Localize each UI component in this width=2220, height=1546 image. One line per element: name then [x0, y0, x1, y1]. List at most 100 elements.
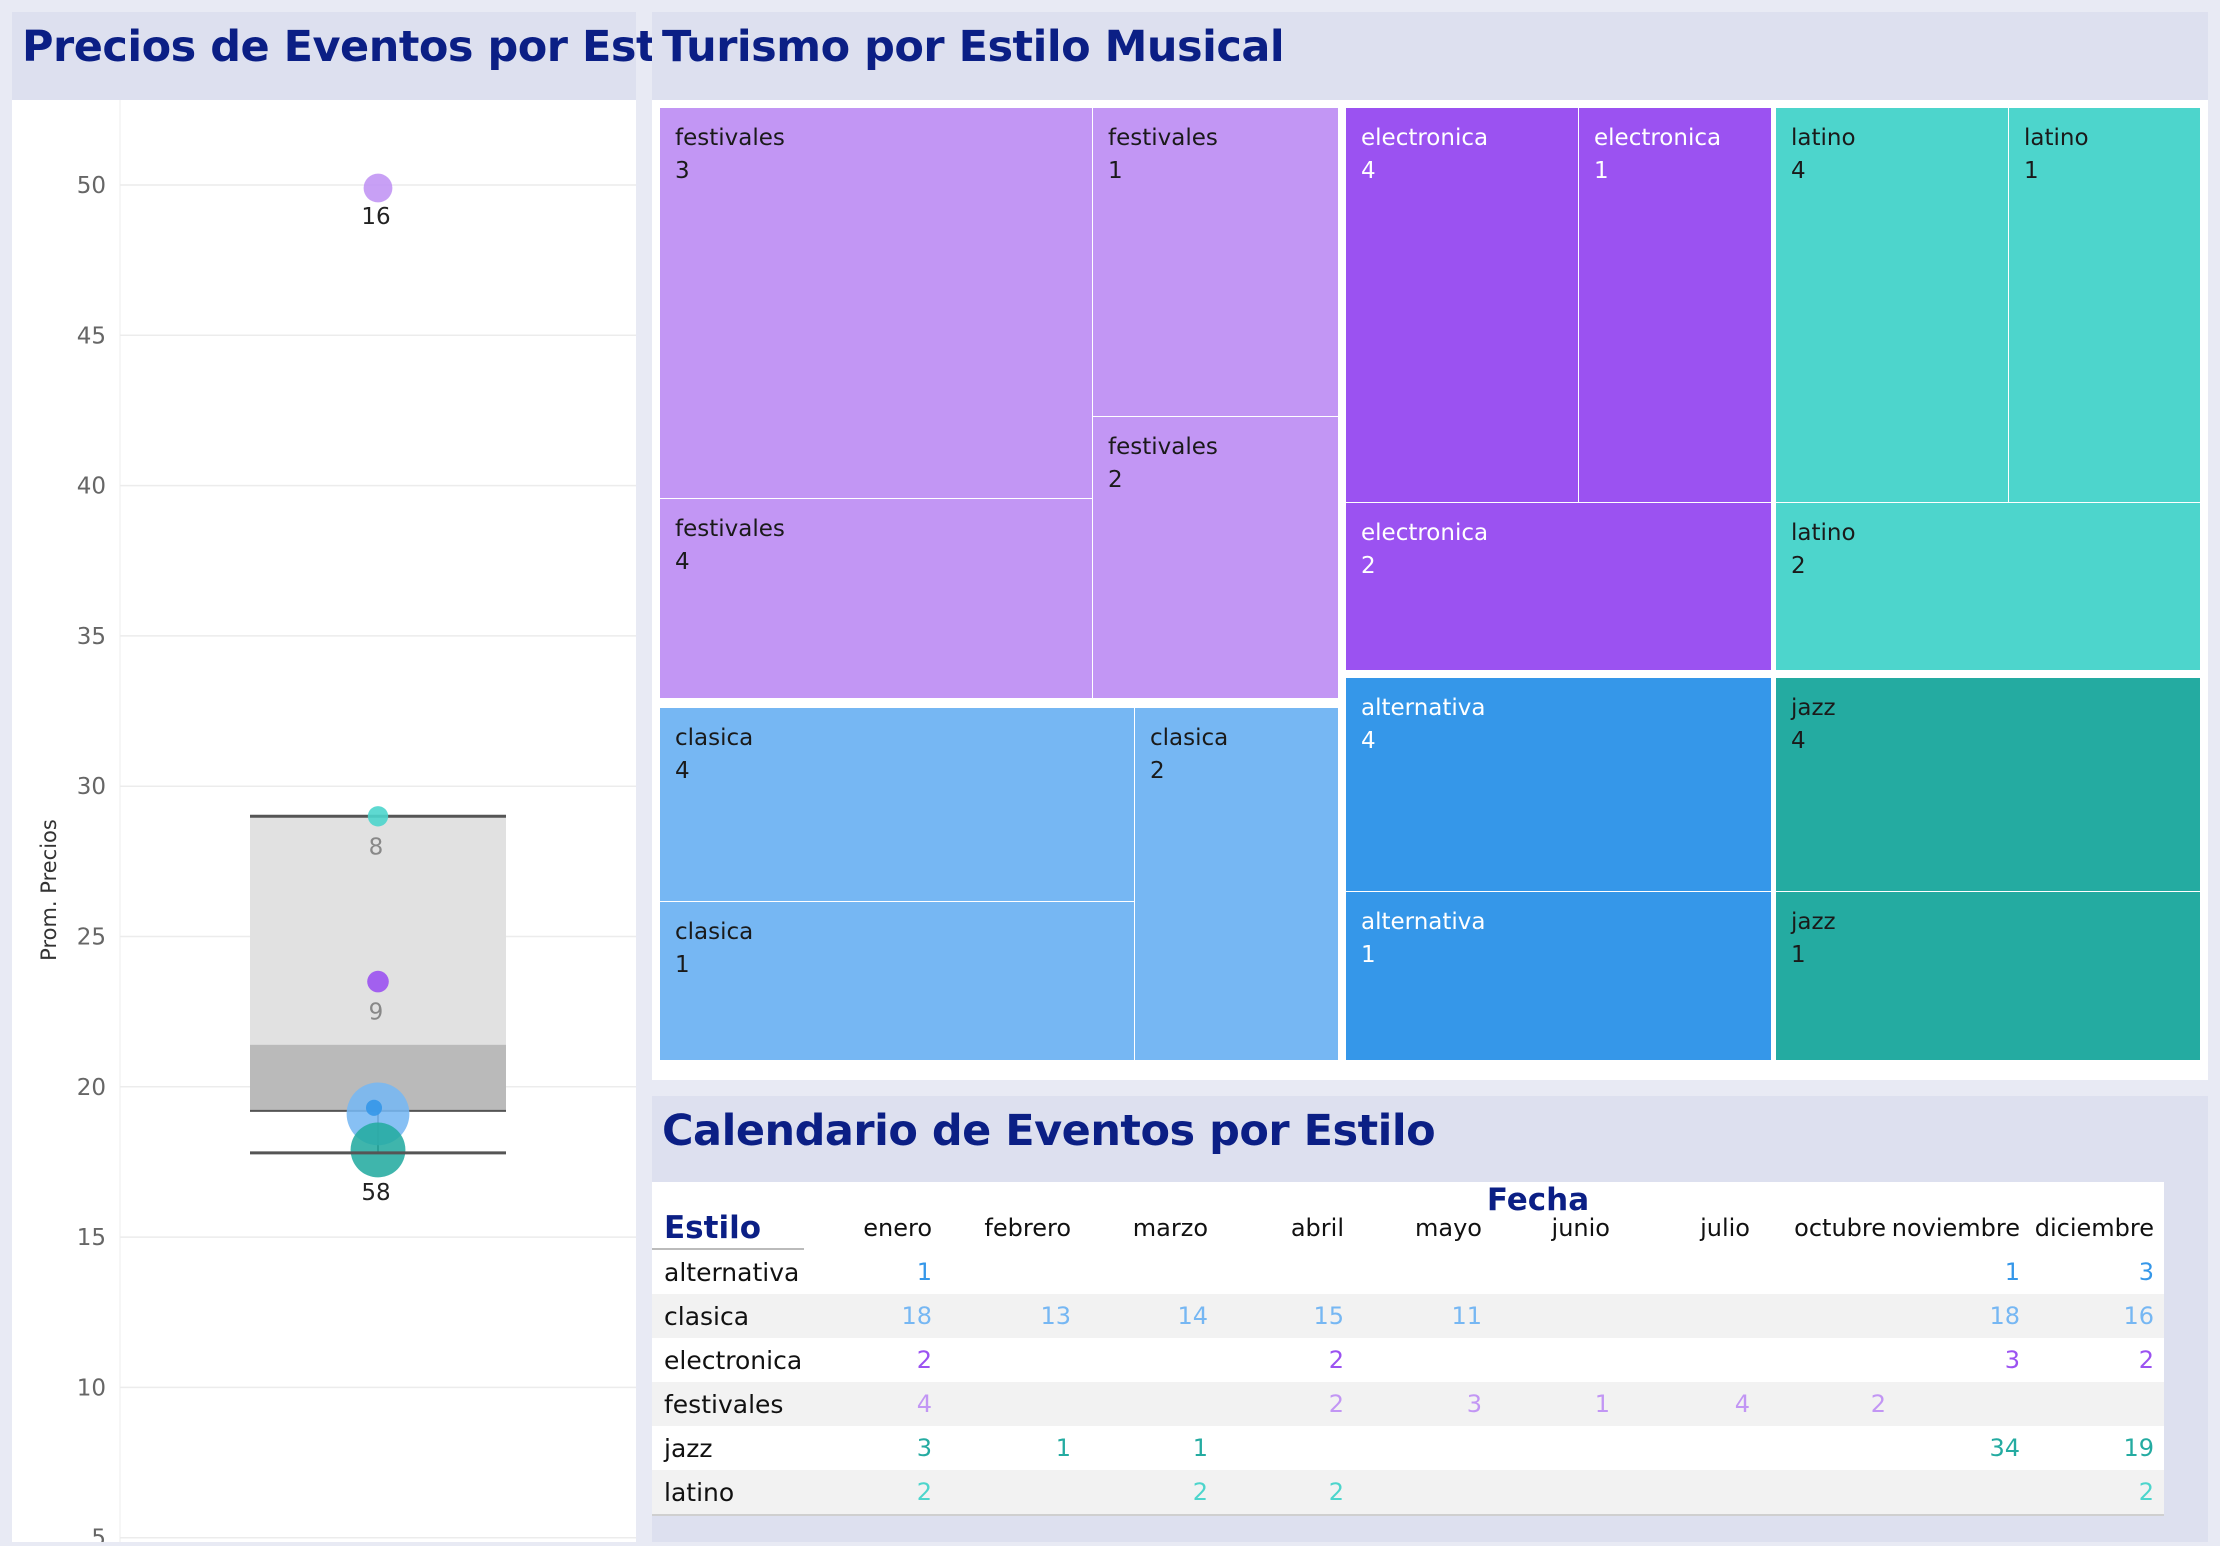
point-label-jazz: 58	[361, 1180, 390, 1206]
y-tick-label: 50	[77, 173, 106, 199]
y-tick-label: 35	[77, 624, 106, 650]
calendar-cell: 2	[1328, 1346, 1344, 1374]
calendar-cell: 2	[1328, 1390, 1344, 1418]
treemap-cell-value: 4	[1791, 158, 1806, 184]
treemap-cell-festivales: festivales 2	[1093, 417, 1338, 698]
calendar-row-latino: latino 2 2 2 2	[652, 1470, 2164, 1514]
treemap-cell-jazz: jazz 4	[1776, 678, 2200, 891]
box-upper	[250, 816, 506, 1045]
calendar-cell: 3	[2004, 1346, 2020, 1374]
y-tick-label: 15	[77, 1225, 106, 1251]
calendar-cell: 14	[1177, 1302, 1208, 1330]
calendar-column-group-label: Fecha	[1486, 1182, 1590, 1218]
treemap-cell-latino: latino 4	[1776, 108, 2008, 502]
month-header-abril: abril	[1290, 1214, 1344, 1242]
point-label-festivales: 16	[361, 204, 390, 230]
calendar-row-alternativa: alternativa 1 1 3	[652, 1250, 2164, 1294]
treemap-cell-name: clasica	[675, 919, 753, 945]
treemap-cell-name: festivales	[675, 516, 785, 542]
treemap-cell-name: clasica	[675, 725, 753, 751]
treemap-cell-festivales: festivales 1	[1093, 108, 1338, 416]
tourism-panel-title: Turismo por Estilo Musical	[662, 22, 1285, 72]
calendar-header-underline	[652, 1248, 804, 1250]
y-tick-label: 40	[77, 474, 106, 500]
treemap-cell-electronica: electronica 2	[1346, 503, 1771, 670]
treemap-cell-value: 2	[1361, 553, 1376, 579]
treemap-cell-jazz: jazz 1	[1776, 892, 2200, 1060]
treemap-cell-name: jazz	[1790, 909, 1836, 935]
calendar-cell: 2	[916, 1346, 932, 1374]
y-tick-label: 10	[77, 1375, 106, 1401]
point-festivales	[363, 173, 393, 203]
treemap-cell-value: 1	[675, 952, 690, 978]
calendar-row-electronica: electronica 2 2 3 2	[652, 1338, 2164, 1382]
treemap-cell-value: 1	[2024, 158, 2039, 184]
treemap-cell-festivales: festivales 4	[660, 499, 1092, 698]
treemap-cell-value: 1	[1108, 158, 1123, 184]
treemap-cell-name: electronica	[1594, 125, 1721, 151]
calendar-cell: 19	[2123, 1434, 2154, 1462]
point-alternativa	[365, 1099, 383, 1116]
point-latino	[367, 806, 389, 827]
treemap-cell-clasica: clasica 1	[660, 902, 1134, 1060]
month-header-octubre: octubre	[1794, 1214, 1886, 1242]
calendar-cell: 2	[2138, 1478, 2154, 1506]
calendar-row-label: festivales	[664, 1390, 784, 1419]
month-header-noviembre: noviembre	[1891, 1214, 2020, 1242]
calendar-cell: 1	[1055, 1434, 1071, 1462]
calendar-row-jazz: jazz 3 1 1 34 19	[652, 1426, 2164, 1470]
month-header-enero: enero	[863, 1214, 932, 1242]
calendar-row-label: clasica	[664, 1302, 750, 1331]
calendar-cell: 1	[916, 1258, 932, 1286]
y-tick-label: 5	[91, 1526, 106, 1542]
treemap-cell-value: 2	[1108, 467, 1123, 493]
calendar-cell: 11	[1451, 1302, 1482, 1330]
treemap-cell-value: 1	[1594, 158, 1609, 184]
tourism-panel: Turismo por Estilo Musical festivales 3 fe…	[652, 12, 2208, 1080]
treemap-cell-value: 4	[1361, 728, 1376, 754]
treemap-cell-alternativa: alternativa 4	[1346, 678, 1771, 891]
treemap-cell-value: 4	[675, 549, 690, 575]
treemap-cell-name: festivales	[1108, 434, 1218, 460]
point-label-electronica: 9	[369, 1000, 384, 1026]
calendar-table: Fecha Estilo enero febrero marzo abril mayo j…	[652, 1182, 2164, 1516]
treemap-cell-name: jazz	[1790, 695, 1836, 721]
calendar-cell: 3	[916, 1434, 932, 1462]
treemap-cell-clasica: clasica 4	[660, 708, 1134, 901]
treemap-cell-name: clasica	[1150, 725, 1228, 751]
month-header-diciembre: diciembre	[2034, 1214, 2154, 1242]
calendar-cell: 16	[2123, 1302, 2154, 1330]
treemap-cell-name: alternativa	[1361, 909, 1486, 935]
treemap-cell-clasica: clasica 2	[1135, 708, 1338, 1060]
calendar-cell: 2	[2138, 1346, 2154, 1374]
treemap-cell-name: festivales	[675, 125, 785, 151]
month-header-marzo: marzo	[1132, 1214, 1208, 1242]
calendar-cell: 1	[2004, 1258, 2020, 1286]
price-chart-area: 5 10 15 20 25 30 35 40 45 50 Prom. Precios 16 8 9 58	[12, 100, 636, 1546]
y-tick-label: 30	[77, 774, 106, 800]
calendar-bottom-line	[652, 1514, 2164, 1516]
calendar-cell: 2	[916, 1478, 932, 1506]
treemap-cell-value: 2	[1791, 553, 1806, 579]
calendar-cell: 15	[1313, 1302, 1344, 1330]
treemap-cell-value: 3	[675, 158, 690, 184]
calendar-row-label: jazz	[664, 1434, 713, 1463]
treemap-cell-name: festivales	[1108, 125, 1218, 151]
treemap-cell-alternativa: alternativa 1	[1346, 892, 1771, 1060]
calendar-cell: 2	[1870, 1390, 1886, 1418]
y-tick-label: 25	[77, 925, 106, 951]
month-header-junio: junio	[1551, 1214, 1610, 1242]
treemap-cell-latino: latino 2	[1776, 503, 2200, 670]
point-jazz	[350, 1122, 406, 1178]
price-panel-title: Precios de Eventos por Estilo	[22, 22, 714, 72]
treemap-cell-name: electronica	[1361, 520, 1488, 546]
treemap-cell-value: 2	[1150, 758, 1165, 784]
treemap-cell-value: 1	[1361, 942, 1376, 968]
point-label-latino: 8	[369, 834, 384, 860]
calendar-cell: 18	[1989, 1302, 2020, 1330]
calendar-panel: Calendario de Eventos por Estilo Fecha E…	[652, 1096, 2208, 1542]
treemap-cell-electronica: electronica 1	[1579, 108, 1771, 502]
treemap-cell-name: latino	[1791, 125, 1856, 151]
treemap-cell-value: 4	[675, 758, 690, 784]
calendar-cell: 3	[2138, 1258, 2154, 1286]
